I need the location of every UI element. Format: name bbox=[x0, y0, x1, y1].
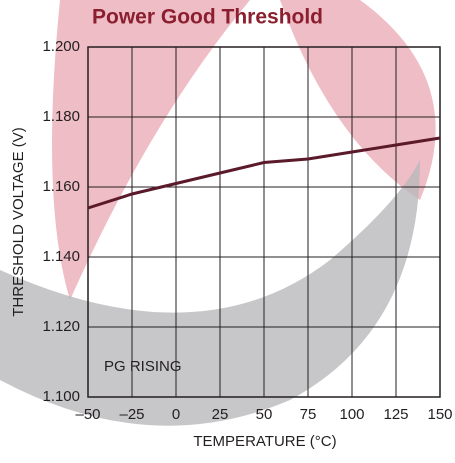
x-tick-label: 0 bbox=[172, 406, 180, 423]
y-tick-label: 1.140 bbox=[42, 248, 80, 265]
y-tick-label: 1.180 bbox=[42, 108, 80, 125]
x-axis-label: TEMPERATURE (°C) bbox=[193, 433, 336, 450]
y-tick-label: 1.160 bbox=[42, 178, 80, 195]
page: {"chart_data": {"type": "line", "title":… bbox=[0, 0, 455, 458]
x-tick-label: 25 bbox=[212, 406, 229, 423]
x-tick-label: 50 bbox=[256, 406, 273, 423]
y-axis-label: THRESHOLD VOLTAGE (V) bbox=[10, 127, 27, 316]
y-tick-label: 1.120 bbox=[42, 318, 80, 335]
chart-title: Power Good Threshold bbox=[92, 6, 323, 29]
annotation: PG RISING bbox=[104, 358, 182, 375]
x-tick-label: –25 bbox=[119, 406, 144, 423]
x-tick-label: –50 bbox=[75, 406, 100, 423]
y-tick-label: 1.200 bbox=[42, 38, 80, 55]
x-tick-label: 100 bbox=[339, 406, 364, 423]
x-tick-label: 75 bbox=[300, 406, 317, 423]
y-tick-label: 1.100 bbox=[42, 388, 80, 405]
chart: Power Good Threshold TEMPERATURE (°C) TH… bbox=[0, 0, 455, 458]
x-tick-label: 150 bbox=[427, 406, 452, 423]
x-tick-label: 125 bbox=[383, 406, 408, 423]
watermark-pink bbox=[280, 0, 436, 200]
